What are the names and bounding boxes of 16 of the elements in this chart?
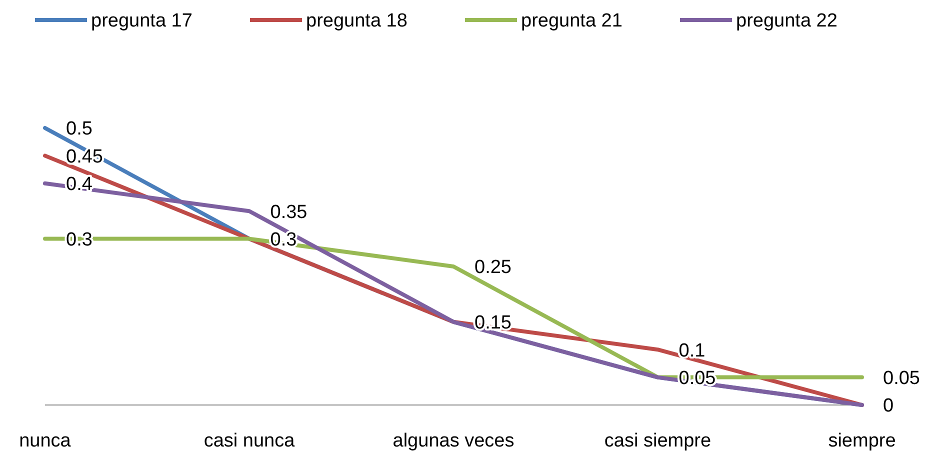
data-label: 0.25 [474, 257, 512, 278]
x-tick-label: algunas veces [392, 430, 514, 452]
data-label: 0.5 [66, 118, 92, 140]
x-tick-label: siempre [828, 430, 896, 452]
data-label: 0.45 [66, 146, 103, 168]
legend-label: pregunta 17 [91, 10, 192, 32]
x-tick-label: nunca [19, 430, 72, 452]
legend-label: pregunta 18 [306, 10, 408, 32]
legend-label: pregunta 22 [736, 10, 838, 32]
legend-label: pregunta 21 [521, 10, 622, 32]
data-label: 0.1 [678, 340, 706, 362]
data-label: 0.05 [883, 368, 920, 389]
x-tick-label: casi siempre [604, 430, 712, 452]
data-label: 0.35 [270, 202, 308, 223]
data-label: 0 [883, 396, 894, 417]
x-tick-label: casi nunca [204, 430, 296, 452]
